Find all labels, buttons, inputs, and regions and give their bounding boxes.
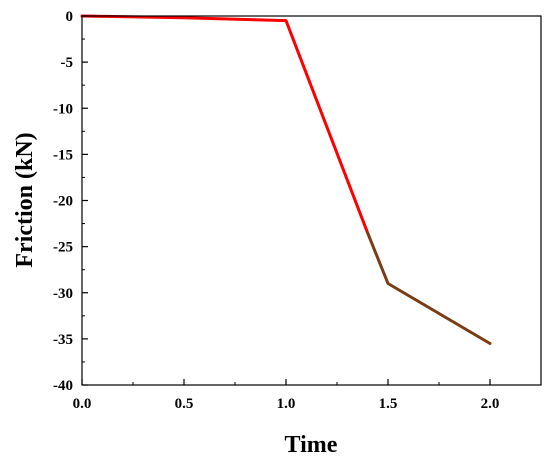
x-tick-label: 0.0 xyxy=(73,396,92,412)
series-line-2 xyxy=(366,231,492,345)
series-line-1 xyxy=(80,14,370,235)
plot-frame xyxy=(81,15,542,386)
x-tick-label: 2.0 xyxy=(481,396,500,412)
y-tick-label: -35 xyxy=(53,332,73,348)
y-tick-label: -30 xyxy=(53,286,73,302)
y-tick-label: -5 xyxy=(61,55,74,71)
series-layer xyxy=(80,14,492,345)
y-tick-label: -10 xyxy=(53,101,73,117)
x-tick-label: 1.0 xyxy=(277,396,296,412)
x-axis-title: Time xyxy=(285,432,338,458)
y-tick-label: 0 xyxy=(66,9,74,25)
ticks-layer xyxy=(81,15,491,386)
y-tick-label: -20 xyxy=(53,194,73,210)
tick-labels-layer: 0.0 0.5 1.0 1.5 2.0 0 -5 -10 -15 -20 -25 -30 -35 -40 xyxy=(53,9,499,412)
x-tick-label: 1.5 xyxy=(379,396,398,412)
x-tick-label: 0.5 xyxy=(175,396,194,412)
axes-layer xyxy=(81,15,542,386)
y-axis-title: Friction (kN) xyxy=(12,132,38,267)
y-tick-label: -40 xyxy=(53,378,73,394)
y-tick-label: -15 xyxy=(53,147,73,163)
y-tick-label: -25 xyxy=(53,240,73,256)
